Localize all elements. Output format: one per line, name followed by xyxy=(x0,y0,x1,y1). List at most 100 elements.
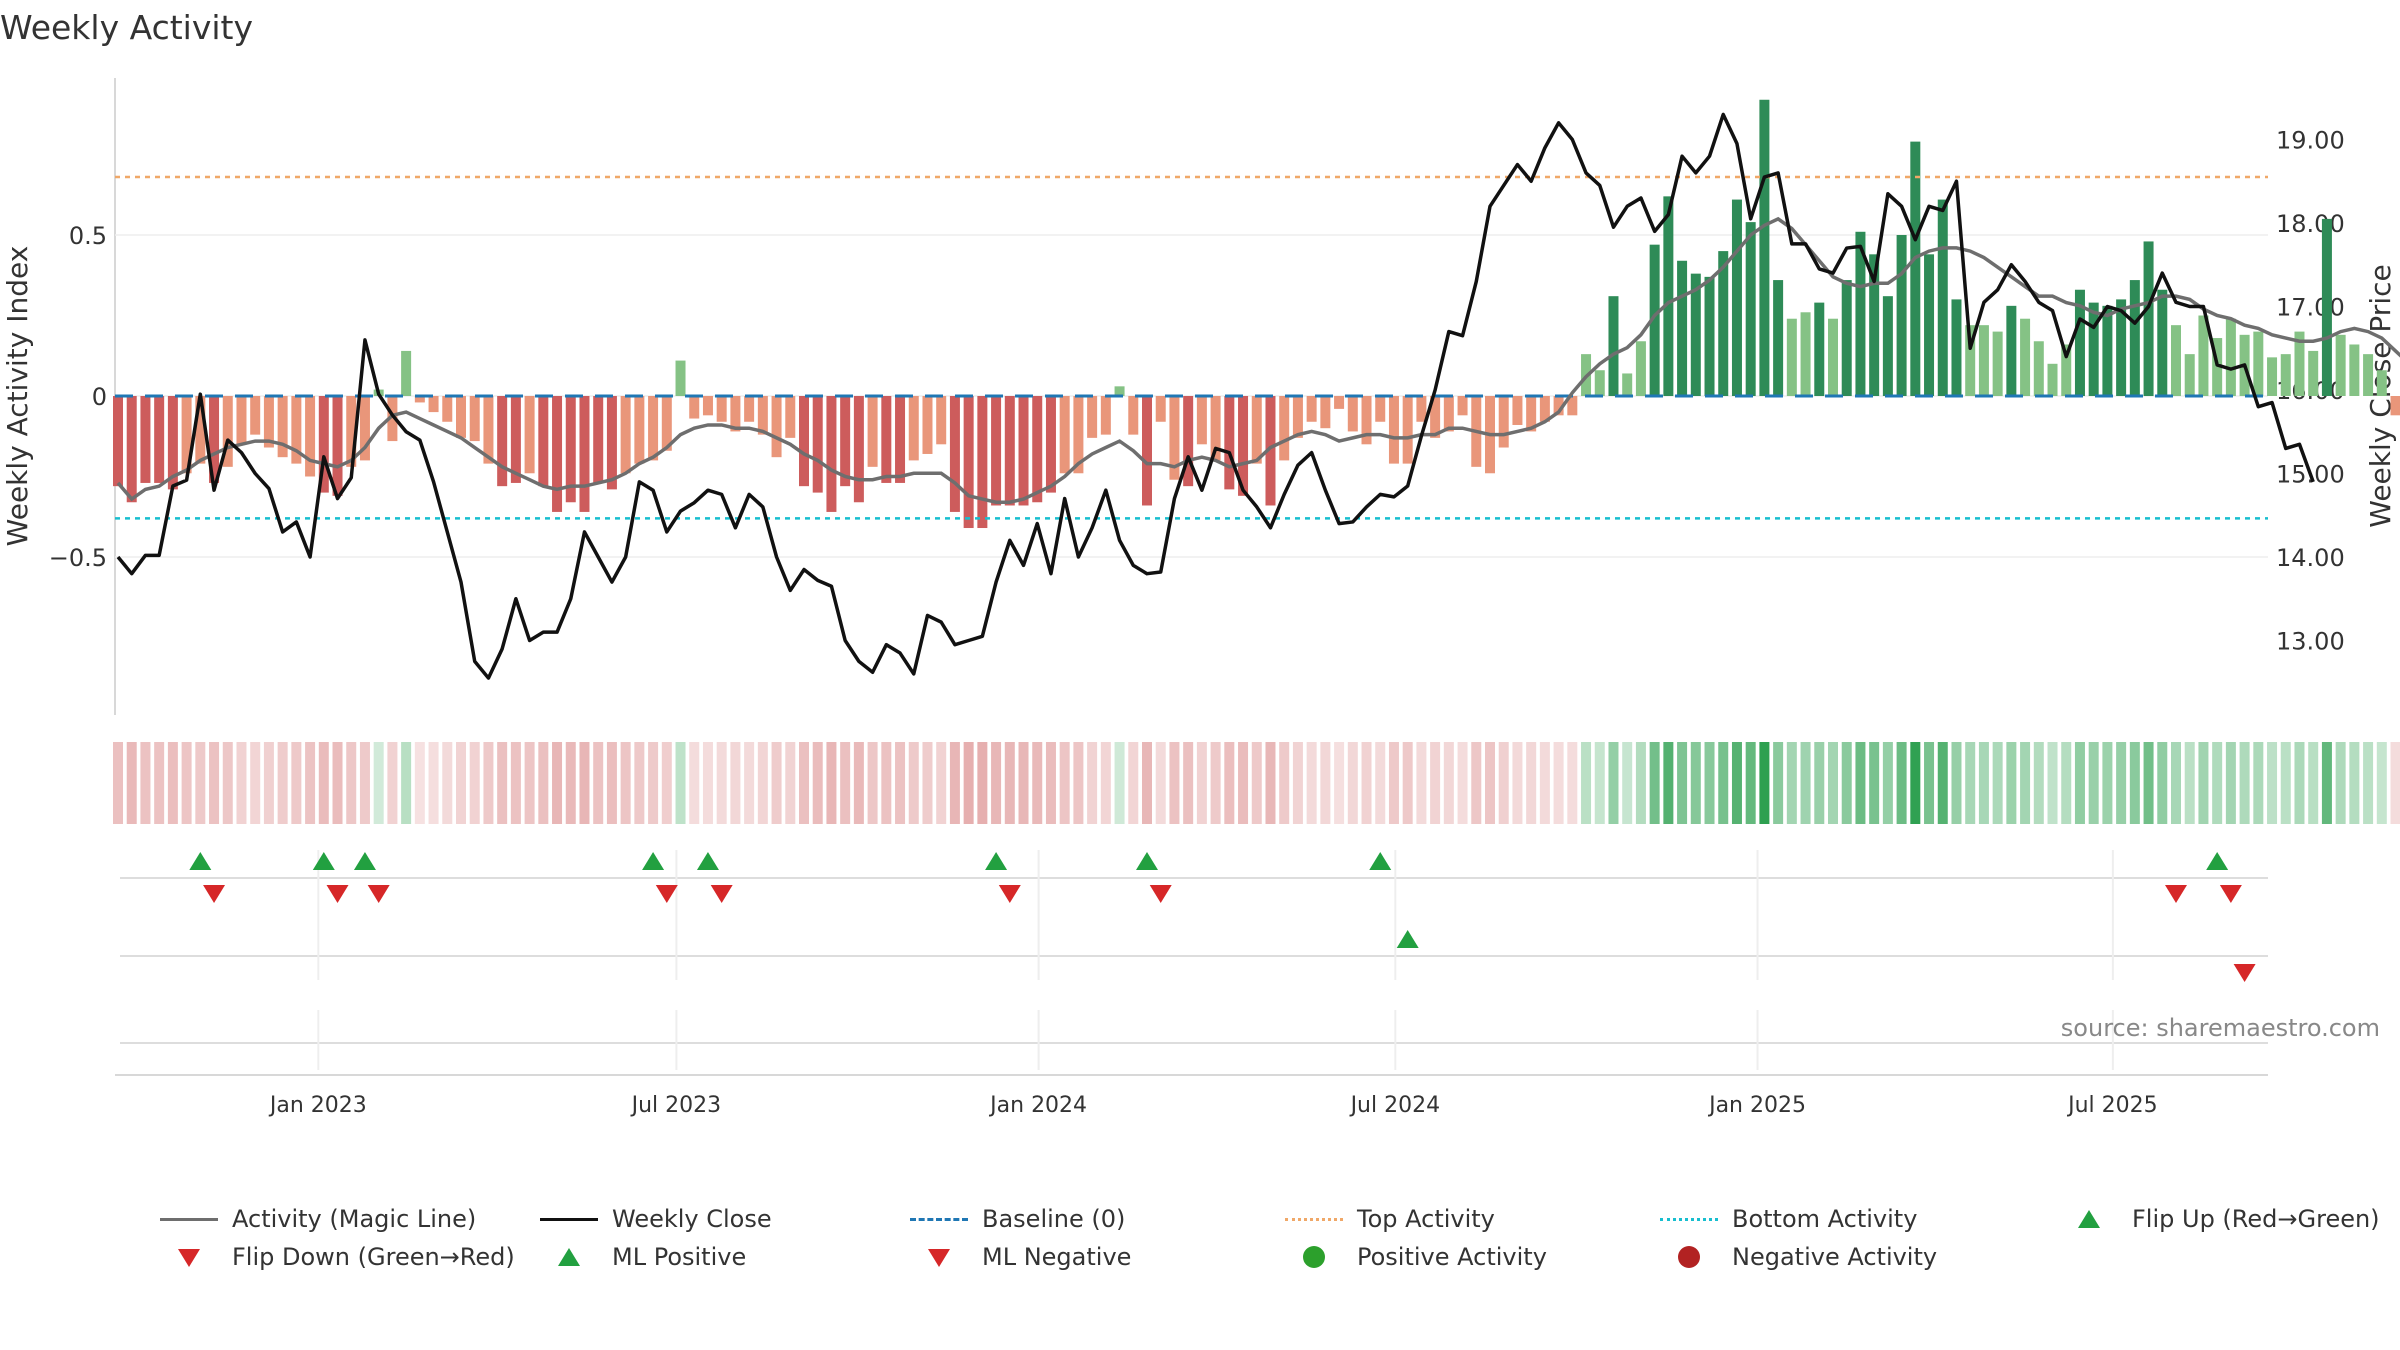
heat-cell xyxy=(963,742,974,824)
heat-cell xyxy=(250,742,261,824)
heat-cell xyxy=(1869,742,1880,824)
legend-label: Flip Down (Green→Red) xyxy=(232,1243,515,1271)
heat-cell xyxy=(2239,742,2250,824)
heat-cell xyxy=(1238,742,1249,824)
legend-item: Baseline (0) xyxy=(910,1205,1125,1233)
heat-cell xyxy=(209,742,220,824)
heat-cell xyxy=(867,742,878,824)
activity-bar xyxy=(1388,396,1399,464)
heat-cell xyxy=(1347,742,1358,824)
activity-bar xyxy=(510,396,521,483)
activity-bar xyxy=(1032,396,1043,503)
activity-bar xyxy=(2294,331,2305,396)
activity-bar xyxy=(2335,334,2346,396)
heat-cell xyxy=(167,742,178,824)
activity-bar xyxy=(442,396,453,422)
heat-cell xyxy=(1704,742,1715,824)
heat-cell xyxy=(1539,742,1550,824)
heat-cell xyxy=(744,742,755,824)
heat-cell xyxy=(1896,742,1907,824)
heat-cell xyxy=(757,742,768,824)
activity-bar xyxy=(1210,396,1221,461)
activity-bar xyxy=(1498,396,1509,448)
legend-swatch xyxy=(540,1246,598,1268)
heat-cell xyxy=(2349,742,2360,824)
left-tick-label: 0.5 xyxy=(69,222,107,250)
activity-bar xyxy=(606,396,617,490)
activity-bar xyxy=(826,396,837,512)
activity-bar xyxy=(812,396,823,493)
activity-bar xyxy=(620,396,631,474)
heat-cell xyxy=(565,742,576,824)
heat-cell xyxy=(716,742,727,824)
activity-bar xyxy=(1663,196,1674,396)
activity-bar xyxy=(2074,289,2085,396)
heat-cell xyxy=(1100,742,1111,824)
activity-bar xyxy=(195,396,206,464)
legend-label: Bottom Activity xyxy=(1732,1205,1918,1233)
chart-title: Weekly Activity xyxy=(0,8,254,47)
activity-bar xyxy=(2116,299,2127,396)
heat-cell xyxy=(1786,742,1797,824)
heat-cell xyxy=(538,742,549,824)
activity-bar xyxy=(167,396,178,490)
legend-swatch xyxy=(1285,1208,1343,1230)
activity-bar xyxy=(1100,396,1111,435)
heat-cell xyxy=(456,742,466,824)
activity-bar xyxy=(744,396,755,422)
activity-bar xyxy=(2102,305,2113,396)
activity-bar xyxy=(1334,396,1345,409)
heat-cell xyxy=(277,742,288,824)
activity-bar xyxy=(1635,341,1646,396)
heat-cell xyxy=(1032,742,1043,824)
heat-cell xyxy=(881,742,892,824)
activity-bar xyxy=(799,396,809,487)
heat-cell xyxy=(2020,742,2031,824)
flip-up-marker xyxy=(642,852,665,870)
activity-bar xyxy=(2253,331,2264,396)
heat-cell xyxy=(552,742,563,824)
heat-cell xyxy=(1567,742,1578,824)
legend-item: Positive Activity xyxy=(1285,1243,1547,1271)
heat-cell xyxy=(826,742,837,824)
activity-bar xyxy=(1539,396,1550,422)
legend: Activity (Magic Line) Weekly Close Baselin… xyxy=(160,1205,2400,1285)
heat-cell xyxy=(346,742,357,824)
activity-bar xyxy=(1622,373,1633,396)
activity-bar xyxy=(1306,396,1317,422)
right-tick-label: 19.00 xyxy=(2276,127,2345,155)
heat-cell xyxy=(991,742,1002,824)
activity-bar xyxy=(332,396,343,496)
heat-cell xyxy=(1388,742,1399,824)
heat-cell xyxy=(1059,742,1070,824)
heat-cell xyxy=(1183,742,1194,824)
activity-bar xyxy=(1731,199,1742,396)
activity-bar xyxy=(469,396,480,442)
activity-bar xyxy=(2321,218,2332,396)
flip-up-marker xyxy=(1369,852,1392,870)
legend-label: Baseline (0) xyxy=(982,1205,1126,1233)
activity-bar xyxy=(428,396,439,413)
x-tick-label: Jan 2024 xyxy=(988,1093,1087,1118)
heat-cell xyxy=(2294,742,2305,824)
heat-cell xyxy=(1402,742,1413,824)
activity-bar xyxy=(1059,396,1070,474)
heat-cell xyxy=(1773,742,1784,824)
activity-bar xyxy=(552,396,563,512)
heat-cell xyxy=(1457,742,1468,824)
heat-cell xyxy=(1649,742,1660,824)
heat-cell xyxy=(1855,742,1866,824)
heat-cell xyxy=(2157,742,2168,824)
activity-bar xyxy=(1224,396,1235,490)
heat-cell xyxy=(140,742,151,824)
activity-bar xyxy=(1073,396,1084,474)
heat-cell xyxy=(1635,742,1646,824)
heat-cell xyxy=(2321,742,2332,824)
heat-cell xyxy=(1622,742,1633,824)
heat-cell xyxy=(1306,742,1317,824)
heat-cell xyxy=(1045,742,1056,824)
activity-bar xyxy=(222,396,233,467)
flip-down-marker xyxy=(203,885,226,903)
legend-item: Top Activity xyxy=(1285,1205,1495,1233)
legend-label: ML Positive xyxy=(612,1243,747,1271)
